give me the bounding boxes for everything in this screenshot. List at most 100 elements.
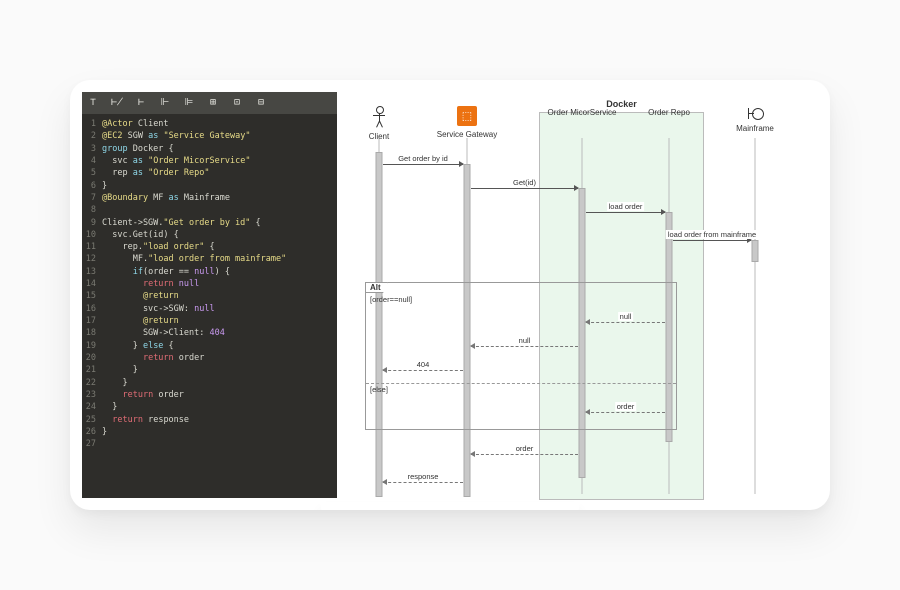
message-label: Get order by id [396,154,450,163]
device-frame: ⊤ ⊬ ⊢ ⊩ ⊫ ⊞ ⊡ ⊟ 1@Actor Client2@EC2 SGW … [70,80,830,510]
participant-label: Order Repo [634,108,704,117]
code-line[interactable]: 11 rep."load order" { [82,241,337,253]
code-line[interactable]: 8 [82,204,337,216]
code-line[interactable]: 15 @return [82,290,337,302]
message-label: Get(id) [511,178,538,187]
code-line[interactable]: 9Client->SGW."Get order by id" { [82,217,337,229]
line-number: 17 [82,315,102,327]
code-line[interactable]: 3group Docker { [82,143,337,155]
alt-divider [366,383,676,384]
participant-label: Order MicorService [547,108,617,117]
actor-icon [372,106,386,128]
line-number: 15 [82,290,102,302]
message-label: load order [607,202,645,211]
line-number: 13 [82,266,102,278]
line-number: 2 [82,130,102,142]
alt-tag: Alt [365,282,388,293]
alt-condition-2: [else] [370,385,388,394]
toolbar-icon-4[interactable]: ⊫ [182,96,196,111]
participant-rep: Order Repo [634,106,704,117]
message: Get order by id [383,164,463,176]
line-number: 1 [82,118,102,130]
line-number: 27 [82,438,102,450]
line-number: 4 [82,155,102,167]
code-line[interactable]: 25 return response [82,414,337,426]
line-number: 19 [82,340,102,352]
line-number: 9 [82,217,102,229]
participant-client: Client [344,106,414,141]
code-line[interactable]: 18 SGW->Client: 404 [82,327,337,339]
message-label: null [618,312,634,321]
participant-label: Mainframe [720,124,790,133]
line-number: 6 [82,180,102,192]
toolbar-icon-6[interactable]: ⊡ [230,96,244,111]
toolbar-icon-5[interactable]: ⊞ [206,96,220,111]
toolbar-icon-7[interactable]: ⊟ [254,96,268,111]
message-label: order [615,402,637,411]
toolbar-icon-2[interactable]: ⊢ [134,96,148,111]
line-number: 7 [82,192,102,204]
message-label: 404 [415,360,432,369]
participant-label: Client [344,132,414,141]
sequence-diagram-pane: DockerClientService GatewayOrder MicorSe… [337,92,818,498]
ec2-icon [457,106,477,126]
line-number: 22 [82,377,102,389]
message: order [586,412,665,424]
code-line[interactable]: 14 return null [82,278,337,290]
line-number: 20 [82,352,102,364]
message: load order from mainframe [673,240,751,252]
line-number: 16 [82,303,102,315]
code-line[interactable]: 19 } else { [82,340,337,352]
line-number: 24 [82,401,102,413]
code-line[interactable]: 17 @return [82,315,337,327]
line-number: 10 [82,229,102,241]
message: null [586,322,665,334]
toolbar-icon-3[interactable]: ⊩ [158,96,172,111]
message: load order [586,212,665,224]
code-line[interactable]: 13 if(order == null) { [82,266,337,278]
code-line[interactable]: 12 MF."load order from mainframe" [82,253,337,265]
message-label: response [406,472,441,481]
editor-toolbar: ⊤ ⊬ ⊢ ⊩ ⊫ ⊞ ⊡ ⊟ [82,92,337,114]
message-label: order [514,444,536,453]
message: order [471,454,578,466]
message: Get(id) [471,188,578,200]
code-line[interactable]: 23 return order [82,389,337,401]
code-editor-pane: ⊤ ⊬ ⊢ ⊩ ⊫ ⊞ ⊡ ⊟ 1@Actor Client2@EC2 SGW … [82,92,337,498]
message: 404 [383,370,463,382]
message-label: load order from mainframe [666,230,758,239]
code-line[interactable]: 4 svc as "Order MicorService" [82,155,337,167]
code-line[interactable]: 6} [82,180,337,192]
code-line[interactable]: 22 } [82,377,337,389]
line-number: 21 [82,364,102,376]
code-line[interactable]: 5 rep as "Order Repo" [82,167,337,179]
toolbar-icon-1[interactable]: ⊬ [110,96,124,111]
lifeline-mf [755,138,756,494]
line-number: 3 [82,143,102,155]
line-number: 18 [82,327,102,339]
code-line[interactable]: 16 svc->SGW: null [82,303,337,315]
code-body[interactable]: 1@Actor Client2@EC2 SGW as "Service Gate… [82,114,337,498]
alt-condition-1: [order==null] [370,295,412,304]
code-line[interactable]: 1@Actor Client [82,118,337,130]
code-line[interactable]: 27 [82,438,337,450]
code-line[interactable]: 21 } [82,364,337,376]
code-line[interactable]: 24 } [82,401,337,413]
line-number: 5 [82,167,102,179]
code-line[interactable]: 10 svc.Get(id) { [82,229,337,241]
line-number: 25 [82,414,102,426]
line-number: 23 [82,389,102,401]
boundary-icon [746,106,764,120]
participant-sgw: Service Gateway [432,106,502,139]
participant-mf: Mainframe [720,106,790,133]
message: null [471,346,578,358]
activation-bar [752,240,759,262]
participant-label: Service Gateway [432,130,502,139]
code-line[interactable]: 26} [82,426,337,438]
code-line[interactable]: 7@Boundary MF as Mainframe [82,192,337,204]
toolbar-icon-0[interactable]: ⊤ [86,96,100,111]
message: response [383,482,463,494]
code-line[interactable]: 20 return order [82,352,337,364]
code-line[interactable]: 2@EC2 SGW as "Service Gateway" [82,130,337,142]
line-number: 26 [82,426,102,438]
